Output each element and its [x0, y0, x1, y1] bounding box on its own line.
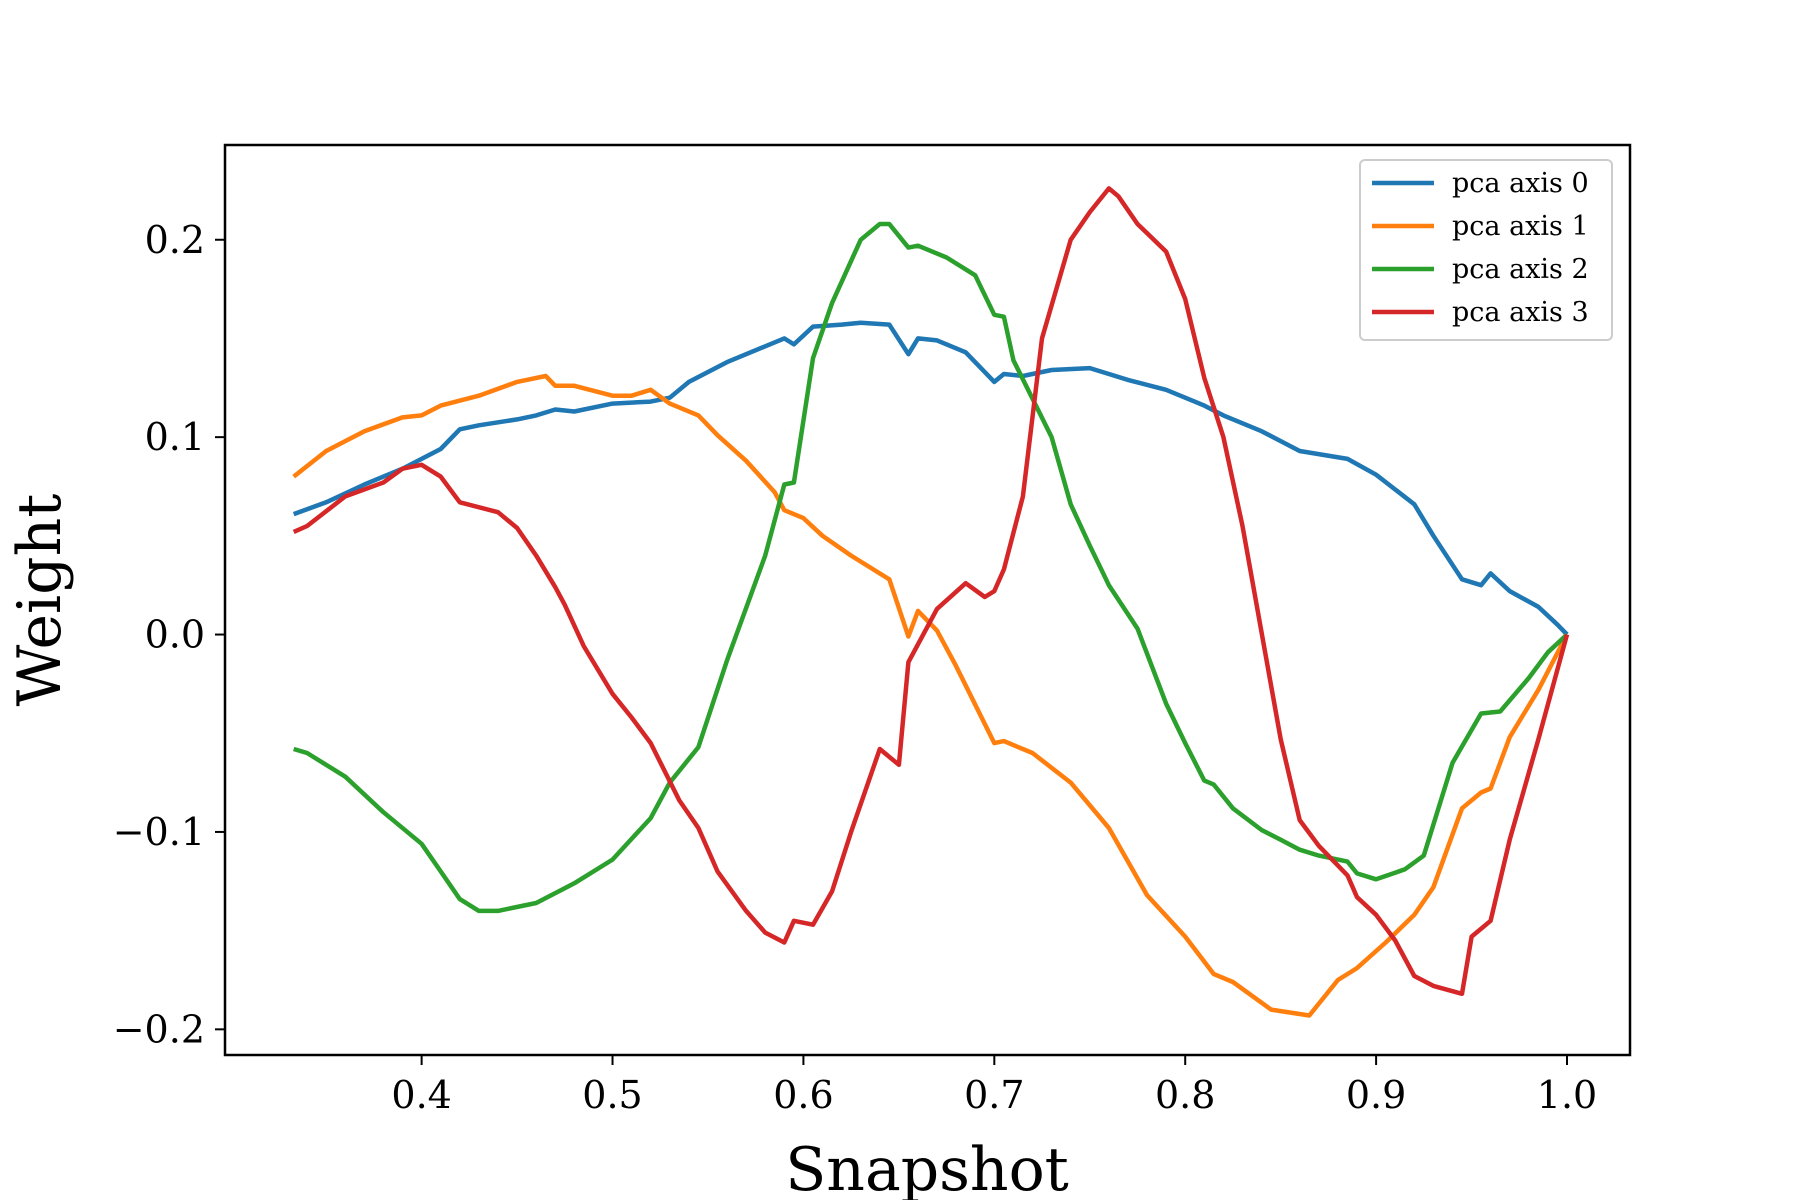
x-tick-label: 0.9 — [1346, 1073, 1406, 1117]
series-line-2 — [293, 221, 1569, 914]
legend-label-1: pca axis 1 — [1452, 211, 1589, 242]
x-tick-label: 0.6 — [773, 1073, 833, 1117]
y-tick-label: 0.2 — [145, 218, 205, 262]
x-axis-label: Snapshot — [785, 1135, 1069, 1200]
series-group — [292, 186, 1570, 1018]
y-tick-label: −0.1 — [113, 810, 205, 854]
y-tick-label: −0.2 — [113, 1007, 205, 1051]
y-axis-label: Weight — [5, 494, 75, 707]
x-tick-label: 1.0 — [1537, 1073, 1597, 1117]
x-tick-label: 0.8 — [1155, 1073, 1215, 1117]
legend-items: pca axis 0 pca axis 1 pca axis 2 pca axis 3 — [1372, 168, 1589, 328]
series-line-3 — [292, 186, 1570, 997]
legend-label-3: pca axis 3 — [1452, 297, 1589, 328]
y-tick-label: 0.1 — [145, 415, 205, 459]
x-tick-label: 0.5 — [582, 1073, 642, 1117]
legend-label-0: pca axis 0 — [1452, 168, 1589, 199]
legend: pca axis 0 pca axis 1 pca axis 2 pca axis 3 — [1359, 159, 1613, 341]
series-line-0 — [292, 320, 1569, 637]
legend-label-2: pca axis 2 — [1452, 254, 1589, 285]
x-tick-label: 0.4 — [391, 1073, 451, 1117]
x-tick-label: 0.7 — [964, 1073, 1024, 1117]
y-tick-label: 0.0 — [145, 613, 205, 657]
x-axis-ticks: 0.4 0.5 0.6 0.7 0.8 0.9 1.0 — [391, 1055, 1597, 1117]
legend-frame — [1359, 159, 1613, 341]
series-line-1 — [292, 373, 1569, 1018]
y-axis-ticks: −0.2 −0.1 0.0 0.1 0.2 — [113, 218, 225, 1051]
